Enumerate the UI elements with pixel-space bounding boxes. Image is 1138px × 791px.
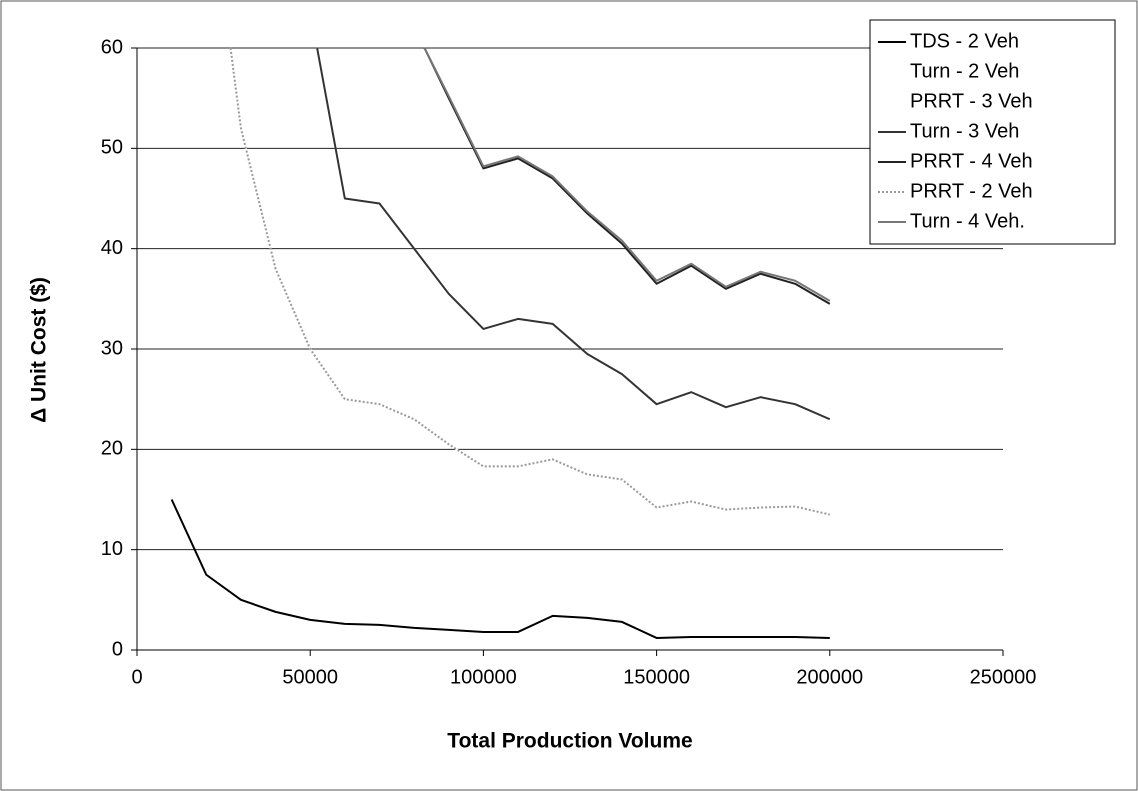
series-line [423,47,831,305]
y-tick-label: 40 [101,237,123,259]
series-line [229,47,831,516]
x-tick-label: 0 [131,666,142,688]
legend-label: Turn - 3 Veh [910,120,1019,142]
y-tick-label: 50 [101,137,123,159]
legend-label: PRRT - 2 Veh [910,180,1033,202]
series-line [423,47,831,302]
x-tick-label: 150000 [623,666,690,688]
legend-label: Turn - 4 Veh. [910,210,1025,232]
legend-box [869,19,1116,245]
x-axis-label: Total Production Volume [447,730,692,753]
legend-label: TDS - 2 Veh [910,30,1019,52]
y-tick-label: 0 [112,638,123,660]
x-tick-label: 50000 [282,666,338,688]
x-tick-label: 200000 [796,666,863,688]
legend-label: PRRT - 4 Veh [910,150,1033,172]
legend-label: Turn - 2 Veh [910,60,1019,82]
x-tick-label: 100000 [450,666,517,688]
y-tick-label: 20 [101,438,123,460]
x-tick-label: 250000 [970,666,1037,688]
y-tick-label: 60 [101,36,123,58]
series-line [316,47,831,421]
y-tick-label: 10 [101,538,123,560]
y-axis-label: Δ Unit Cost ($) [28,277,51,423]
legend-label: PRRT - 3 Veh [910,90,1033,112]
y-tick-label: 30 [101,337,123,359]
series-line [170,499,830,639]
